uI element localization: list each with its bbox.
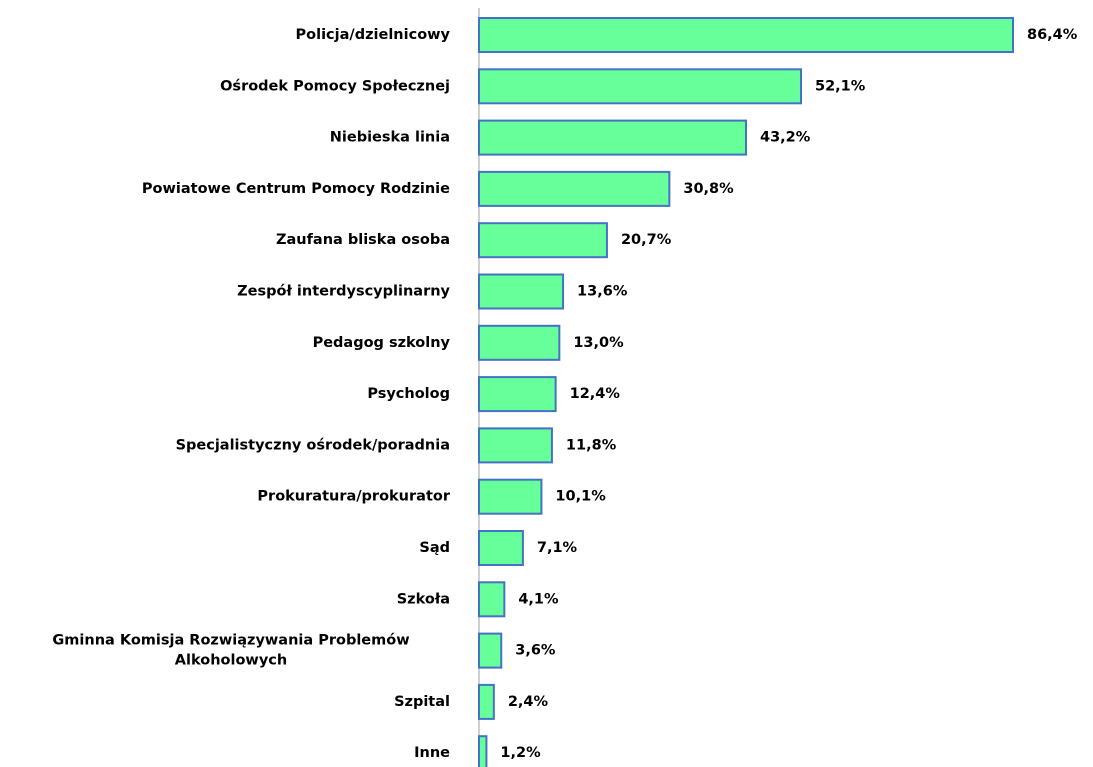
category-label: Szpital xyxy=(394,694,450,710)
bar xyxy=(478,376,557,413)
category-label: Zespół interdyscyplinarny xyxy=(237,284,450,300)
bar xyxy=(478,119,747,156)
category-label: Specjalistyczny ośrodek/poradnia xyxy=(176,437,450,453)
bar xyxy=(478,478,543,515)
category-label: Prokuratura/prokurator xyxy=(257,489,450,505)
value-label: 12,4% xyxy=(570,386,621,402)
value-label: 2,4% xyxy=(508,694,549,710)
category-label-line: Gminna Komisja Rozwiązywania Problemów xyxy=(52,633,409,649)
category-label: Zaufana bliska osoba xyxy=(276,232,450,248)
category-label: Szkoła xyxy=(397,591,450,607)
value-label: 52,1% xyxy=(815,78,866,94)
value-label: 3,6% xyxy=(515,643,556,659)
value-label: 13,0% xyxy=(573,335,624,351)
category-label: Inne xyxy=(414,745,450,761)
value-label: 11,8% xyxy=(566,437,617,453)
bar xyxy=(478,632,503,669)
bar xyxy=(478,17,1014,53)
category-label: Psycholog xyxy=(367,386,450,402)
bar xyxy=(478,273,565,310)
value-label: 13,6% xyxy=(577,284,628,300)
bar xyxy=(478,735,488,767)
category-label: Ośrodek Pomocy Społecznej xyxy=(220,78,450,94)
category-label: Policja/dzielnicowy xyxy=(296,27,451,43)
bar xyxy=(478,324,561,361)
bar xyxy=(478,530,524,566)
bar xyxy=(478,683,495,720)
bar xyxy=(478,222,608,259)
value-label: 20,7% xyxy=(621,232,672,248)
bar xyxy=(478,427,553,464)
bar xyxy=(478,581,506,618)
value-label: 86,4% xyxy=(1027,27,1078,43)
category-label: Powiatowe Centrum Pomocy Rodzinie xyxy=(142,181,450,197)
value-label: 1,2% xyxy=(500,745,541,761)
value-label: 4,1% xyxy=(518,591,559,607)
bar xyxy=(478,170,671,207)
category-label: Pedagog szkolny xyxy=(313,335,451,351)
category-label-line: Alkoholowych xyxy=(175,653,287,669)
bar xyxy=(478,68,803,105)
value-label: 10,1% xyxy=(555,489,606,505)
category-label: Gminna Komisja Rozwiązywania Problemów Al… xyxy=(52,633,409,669)
value-label: 30,8% xyxy=(683,181,734,197)
category-label: Niebieska linia xyxy=(330,130,450,146)
value-label: 43,2% xyxy=(760,130,811,146)
value-label: 7,1% xyxy=(537,540,578,556)
category-label: Sąd xyxy=(419,540,450,556)
